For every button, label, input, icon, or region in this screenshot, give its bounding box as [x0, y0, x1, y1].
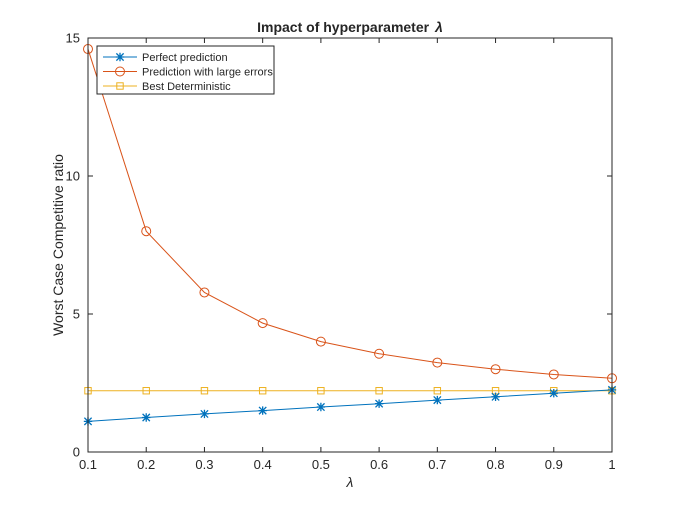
legend-swatch-marker	[116, 82, 124, 90]
data-point	[490, 364, 501, 375]
data-point	[257, 318, 268, 329]
y-axis-ticks: 0 5 10 15	[66, 31, 612, 460]
legend: Perfect prediction Prediction with large …	[96, 45, 275, 95]
y-tick-label: 0	[73, 445, 80, 460]
plot-background	[88, 38, 612, 452]
x-tick-label: 0.8	[487, 457, 505, 472]
legend-label: Perfect prediction	[142, 52, 228, 64]
data-point	[142, 413, 151, 422]
data-point	[258, 387, 267, 395]
chart-title-symbol: λ	[434, 19, 443, 35]
plot-area: 0.1 0.2 0.3 0.4 0.5 0.6 0.7 0.8 0.9 1 0 5 10 15	[66, 31, 617, 472]
chart-title-text: Impact of hyperparameter	[257, 19, 429, 35]
legend-entry: Prediction with large errors	[103, 66, 273, 79]
x-tick-label: 1	[608, 457, 615, 472]
data-point	[491, 392, 500, 401]
legend-label: Prediction with large errors	[142, 67, 273, 79]
data-point	[315, 336, 326, 347]
y-tick-label: 5	[73, 307, 80, 322]
data-point	[433, 387, 442, 395]
data-point	[549, 389, 558, 398]
x-tick-label: 0.9	[545, 457, 563, 472]
data-point	[142, 387, 150, 395]
x-tick-label: 0.6	[370, 457, 388, 472]
x-tick-label: 0.1	[79, 457, 97, 472]
x-tick-label: 0.3	[195, 457, 213, 472]
series-line	[87, 389, 613, 422]
chart-title: Impact of hyperparameter λ	[257, 19, 443, 35]
legend-label: Best Deterministic	[142, 81, 231, 93]
x-axis-label: λ	[346, 474, 354, 490]
data-point	[432, 357, 443, 368]
legend-swatch-marker	[115, 66, 125, 77]
axes-box	[87, 37, 613, 453]
data-point	[317, 387, 325, 395]
data-point	[548, 369, 559, 380]
legend-swatch-marker	[115, 52, 125, 62]
y-tick-label: 10	[66, 169, 80, 184]
data-point	[258, 406, 267, 415]
data-point	[316, 402, 326, 412]
data-point	[374, 348, 385, 359]
legend-entry: Best Deterministic	[103, 81, 231, 93]
data-point	[199, 287, 210, 298]
y-axis-label: Worst Case Competitive ratio	[50, 154, 66, 336]
data-point	[374, 399, 384, 408]
series-layer	[83, 44, 617, 426]
data-point	[433, 395, 442, 405]
legend-items: Perfect prediction Prediction with large …	[103, 52, 273, 93]
data-point	[200, 409, 209, 419]
x-tick-label: 0.7	[428, 457, 446, 472]
series-line	[87, 48, 613, 379]
data-point	[375, 387, 383, 395]
x-tick-label: 0.4	[254, 457, 272, 472]
data-point	[200, 387, 209, 395]
legend-entry: Perfect prediction	[103, 52, 228, 64]
data-point	[141, 226, 152, 237]
x-tick-label: 0.5	[312, 457, 330, 472]
y-tick-label: 15	[66, 31, 80, 46]
x-tick-label: 0.2	[137, 457, 155, 472]
series-prediction-with-large-errors	[83, 44, 617, 384]
x-axis-ticks: 0.1 0.2 0.3 0.4 0.5 0.6 0.7 0.8 0.9 1	[79, 38, 616, 472]
